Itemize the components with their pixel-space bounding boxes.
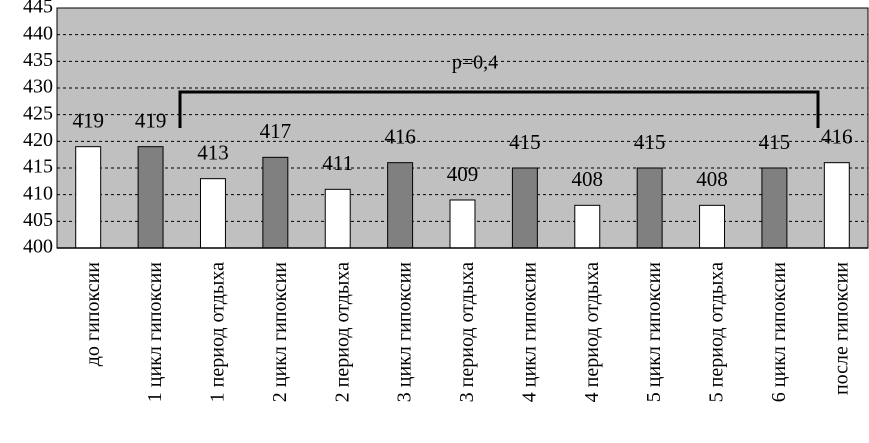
x-tick-label: 3 цикл гипоксии: [394, 262, 416, 403]
y-tick-label: 410: [23, 182, 53, 204]
value-label: 408: [696, 167, 728, 191]
y-tick-label: 430: [23, 76, 53, 98]
bar: [137, 146, 164, 249]
value-label: 415: [509, 130, 541, 154]
x-tick-label: 1 период отдыха: [207, 262, 229, 402]
x-tick-label: 2 цикл гипоксии: [269, 262, 291, 403]
bar: [75, 146, 102, 249]
value-label: 411: [322, 151, 353, 175]
value-label: 415: [759, 130, 791, 154]
x-tick-label: 5 цикл гипоксии: [643, 262, 665, 403]
x-tick-label: 6 цикл гипоксии: [768, 262, 790, 403]
bar: [636, 167, 663, 249]
value-label: 417: [260, 119, 292, 143]
y-tick-label: 405: [23, 209, 53, 231]
significance-bracket: [178, 90, 820, 128]
y-tick-label: 440: [23, 22, 53, 44]
y-tick-label: 420: [23, 129, 53, 151]
value-label: 413: [197, 140, 229, 164]
x-tick-label: 2 период отдыха: [331, 262, 353, 402]
bar: [199, 178, 226, 249]
bar: [511, 167, 538, 249]
x-tick-label: 3 период отдыха: [456, 262, 478, 402]
y-tick-label: 435: [23, 49, 53, 71]
x-tick-label: после гипоксии: [830, 262, 852, 395]
value-label: 415: [634, 130, 666, 154]
bar: [262, 156, 289, 249]
value-label: 409: [447, 162, 479, 186]
bar: [761, 167, 788, 249]
x-tick-label: 1 цикл гипоксии: [144, 262, 166, 403]
annotation: p=0,4: [452, 52, 498, 74]
value-label: 416: [821, 124, 853, 148]
x-tick-label: 5 период отдыха: [706, 262, 728, 402]
x-tick-label: 4 цикл гипоксии: [518, 262, 540, 403]
y-tick-label: 445: [23, 0, 53, 18]
y-tick-label: 425: [23, 102, 53, 124]
bar: [574, 204, 601, 249]
value-label: 419: [135, 108, 167, 132]
y-tick-label: 400: [23, 236, 53, 258]
value-label: 416: [384, 124, 416, 148]
bar: [324, 188, 351, 249]
value-label: 408: [572, 167, 604, 191]
x-tick-label: 4 период отдыха: [581, 262, 603, 402]
bar: [449, 199, 476, 249]
bar: [699, 204, 726, 249]
bar: [823, 162, 850, 249]
y-tick-label: 415: [23, 156, 53, 178]
bar: [387, 162, 414, 249]
x-tick-label: до гипоксии: [82, 262, 104, 367]
value-label: 419: [72, 108, 104, 132]
